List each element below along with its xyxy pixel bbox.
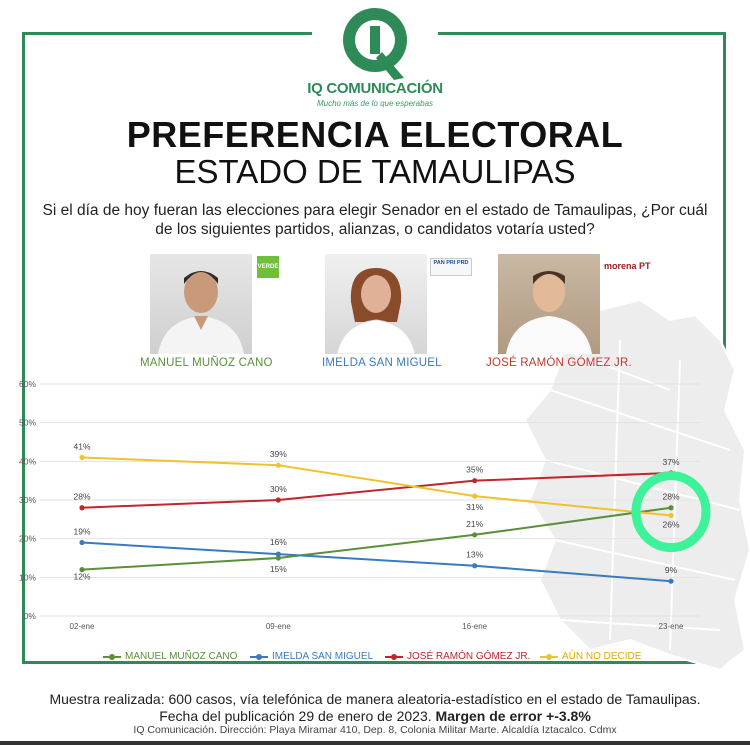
series-line <box>81 471 672 509</box>
legend-label: JOSÉ RAMÓN GÓMEZ JR. <box>407 651 531 662</box>
frame-top-right <box>438 32 726 35</box>
x-tick-label: 02-ene <box>70 622 95 631</box>
data-label: 37% <box>662 457 679 467</box>
party-logo-verde-icon: VERDE <box>257 256 279 278</box>
data-point <box>79 505 85 511</box>
frame-top-left <box>22 32 312 35</box>
page-title: PREFERENCIA ELECTORAL <box>126 114 624 155</box>
data-label: 21% <box>466 519 483 529</box>
legend-swatch <box>250 653 268 660</box>
series-line <box>81 506 672 571</box>
data-label: 28% <box>73 492 90 502</box>
data-label: 15% <box>270 564 287 574</box>
iq-logo-icon <box>343 8 407 80</box>
series-line <box>81 456 672 517</box>
data-label: 39% <box>270 449 287 459</box>
candidate-photo-1 <box>150 254 252 354</box>
y-tick-label: 20% <box>19 534 36 544</box>
x-tick-label: 23-ene <box>659 622 684 631</box>
data-point <box>79 454 85 461</box>
y-tick-label: 10% <box>19 572 36 582</box>
legend-swatch <box>540 653 558 660</box>
legend-item-jose: JOSÉ RAMÓN GÓMEZ JR. <box>385 651 530 662</box>
data-point <box>79 567 85 573</box>
data-point <box>79 539 85 546</box>
margin-of-error: Margen de error +-3.8% <box>435 708 591 724</box>
legend-swatch <box>385 653 403 660</box>
bottom-strip <box>0 741 750 745</box>
candidate-photo-3 <box>498 254 600 354</box>
data-point <box>275 551 281 557</box>
x-tick-label: 09-ene <box>266 622 291 631</box>
y-tick-label: 40% <box>19 456 36 466</box>
highlight-circle <box>631 471 711 553</box>
data-label: 12% <box>73 572 90 582</box>
candidate-photo-2 <box>325 254 427 355</box>
y-tick-label: 50% <box>19 418 36 428</box>
legend-label: MANUEL MUÑOZ CANO <box>125 651 238 662</box>
legend-item-no-decide: AÚN NO DECIDE <box>540 651 641 662</box>
data-label: 30% <box>270 484 287 494</box>
legend-item-imelda: IMELDA SAN MIGUEL <box>250 651 373 662</box>
address-note: IQ Comunicación. Dirección: Playa Mirama… <box>133 724 617 736</box>
data-label: 28% <box>662 492 679 502</box>
data-point <box>668 578 674 584</box>
legend-label: AÚN NO DECIDE <box>562 651 642 662</box>
data-point <box>668 505 674 511</box>
data-label: 19% <box>73 527 90 537</box>
legend-label: IMELDA SAN MIGUEL <box>272 651 374 662</box>
data-point <box>275 497 281 503</box>
data-label: 35% <box>466 465 483 475</box>
series-line <box>81 541 672 583</box>
data-point <box>668 512 674 519</box>
x-tick-label: 16-ene <box>462 622 487 631</box>
survey-question: Si el día de hoy fueran las elecciones p… <box>42 202 708 238</box>
brand-tagline: Mucho más de lo que esperabas <box>316 99 434 108</box>
y-tick-label: 0% <box>24 611 37 621</box>
candidate-name-3: JOSÉ RAMÓN GÓMEZ JR. <box>486 357 632 369</box>
data-label: 31% <box>466 502 483 512</box>
data-point <box>275 462 281 468</box>
candidate-name-2: IMELDA SAN MIGUEL <box>322 357 442 369</box>
y-tick-label: 60% <box>19 379 36 389</box>
data-point <box>472 532 478 538</box>
party-logo-morena-pt-icon: morena PT <box>604 261 651 271</box>
data-label: 41% <box>73 441 90 451</box>
data-label: 13% <box>466 550 483 560</box>
y-tick-label: 30% <box>19 495 36 505</box>
brand-name: IQ COMUNICACIÓN <box>307 80 443 97</box>
party-logo-alliance-icon: PAN PRI PRD <box>430 258 472 276</box>
sample-text: Muestra realizada: 600 casos, vía telefó… <box>49 691 701 724</box>
person-icon <box>506 271 592 354</box>
data-label: 9% <box>665 565 678 575</box>
data-label: 16% <box>270 537 287 547</box>
data-point <box>472 493 478 499</box>
data-point <box>275 555 281 561</box>
legend-swatch <box>103 653 121 660</box>
line-chart: 0% 10% 20% 30% 40% 50% 60% 02-ene 09-ene 16-ene 23… <box>19 379 711 631</box>
candidate-name-1: MANUEL MUÑOZ CANO <box>140 357 273 369</box>
page-subtitle: ESTADO DE TAMAULIPAS <box>174 153 576 190</box>
legend-item-manuel: MANUEL MUÑOZ CANO <box>103 651 237 662</box>
person-icon <box>158 271 244 354</box>
person-icon <box>336 268 416 355</box>
sample-note: Muestra realizada: 600 casos, vía telefó… <box>40 691 710 725</box>
data-point <box>472 563 478 569</box>
data-point <box>472 478 478 484</box>
data-label: 26% <box>662 519 679 529</box>
